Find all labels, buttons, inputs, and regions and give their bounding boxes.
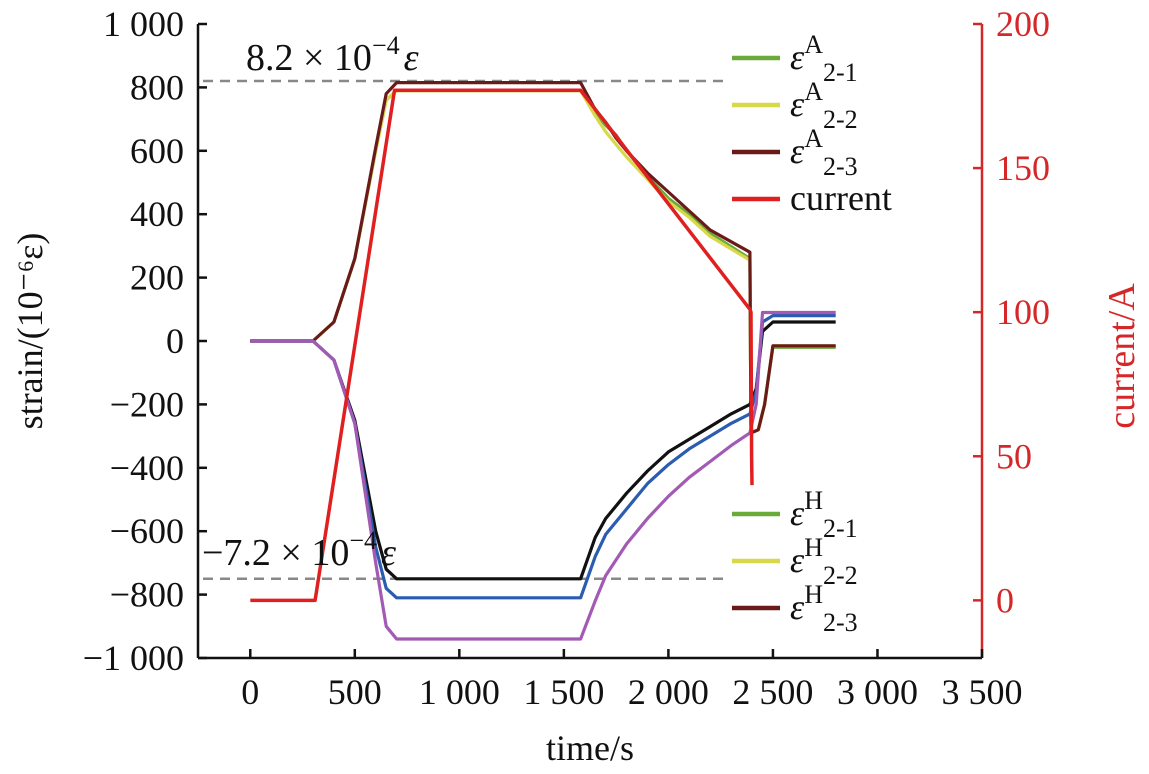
- legend-label-bottom-2: εH2-2: [790, 533, 858, 590]
- y-right-tick-label: 150: [996, 148, 1050, 188]
- series-layer: [250, 80, 836, 641]
- y-left-tick-label: −200: [110, 384, 184, 424]
- x-tick-label: 2 500: [732, 672, 813, 712]
- y-left-tick-label: 400: [130, 194, 184, 234]
- y-left-tick-label: 0: [166, 321, 184, 361]
- x-tick-label: 500: [328, 672, 382, 712]
- x-tick-label: 3 000: [837, 672, 918, 712]
- legend-label-top-1: εA2-1: [790, 30, 858, 87]
- y-left-tick-label: 1 000: [103, 4, 184, 44]
- ticks-layer: 1 000 800 600 400 200 0 −200 −400 −600 −800 −1 000…: [10, 4, 1143, 768]
- y-right-tick-label: 200: [996, 4, 1050, 44]
- y-left-tick-label: 600: [130, 131, 184, 171]
- series-line-H-purple: [250, 310, 836, 641]
- legend-label-bottom-1: εH2-1: [790, 486, 858, 543]
- y-right-tick-label: 50: [996, 436, 1032, 476]
- x-tick-label: 1 500: [523, 672, 604, 712]
- legend-label-top-2: εA2-2: [790, 77, 858, 134]
- x-axis-title: time/s: [546, 728, 634, 768]
- legend-label-top-3: εA2-3: [790, 124, 858, 181]
- series-line-A2-1: [250, 88, 836, 435]
- y-left-tick-label: −1 000: [83, 638, 184, 678]
- y-right-tick-label: 0: [996, 580, 1014, 620]
- y-left-tick-label: −600: [110, 511, 184, 551]
- x-tick-label: 1 000: [419, 672, 500, 712]
- series-line-current: [250, 88, 754, 603]
- y-left-tick-label: −800: [110, 575, 184, 615]
- y-right-tick-label: 100: [996, 292, 1050, 332]
- y-left-axis-title: strain/(10⁻⁶ε): [10, 233, 50, 430]
- annotation-layer: 8.2 × 10−4 ε −7.2 × 10−4 ε: [202, 31, 419, 574]
- y-right-axis-title: current/A: [1101, 283, 1143, 429]
- y-left-tick-label: −400: [110, 448, 184, 488]
- annotation-2: −7.2 × 10−4 ε: [202, 526, 396, 574]
- x-tick-label: 3 500: [942, 672, 1023, 712]
- y-left-tick-label: 800: [130, 67, 184, 107]
- y-left-tick-label: 200: [130, 258, 184, 298]
- x-tick-label: 2 000: [628, 672, 709, 712]
- x-tick-label: 0: [241, 672, 259, 712]
- legend-label-bottom-3: εH2-3: [790, 580, 858, 637]
- series-line-A2-2: [250, 88, 836, 435]
- legend-label-top-4: current: [790, 178, 892, 218]
- reference-dashed-lines: [203, 79, 725, 580]
- annotation-1: 8.2 × 10−4 ε: [246, 31, 419, 79]
